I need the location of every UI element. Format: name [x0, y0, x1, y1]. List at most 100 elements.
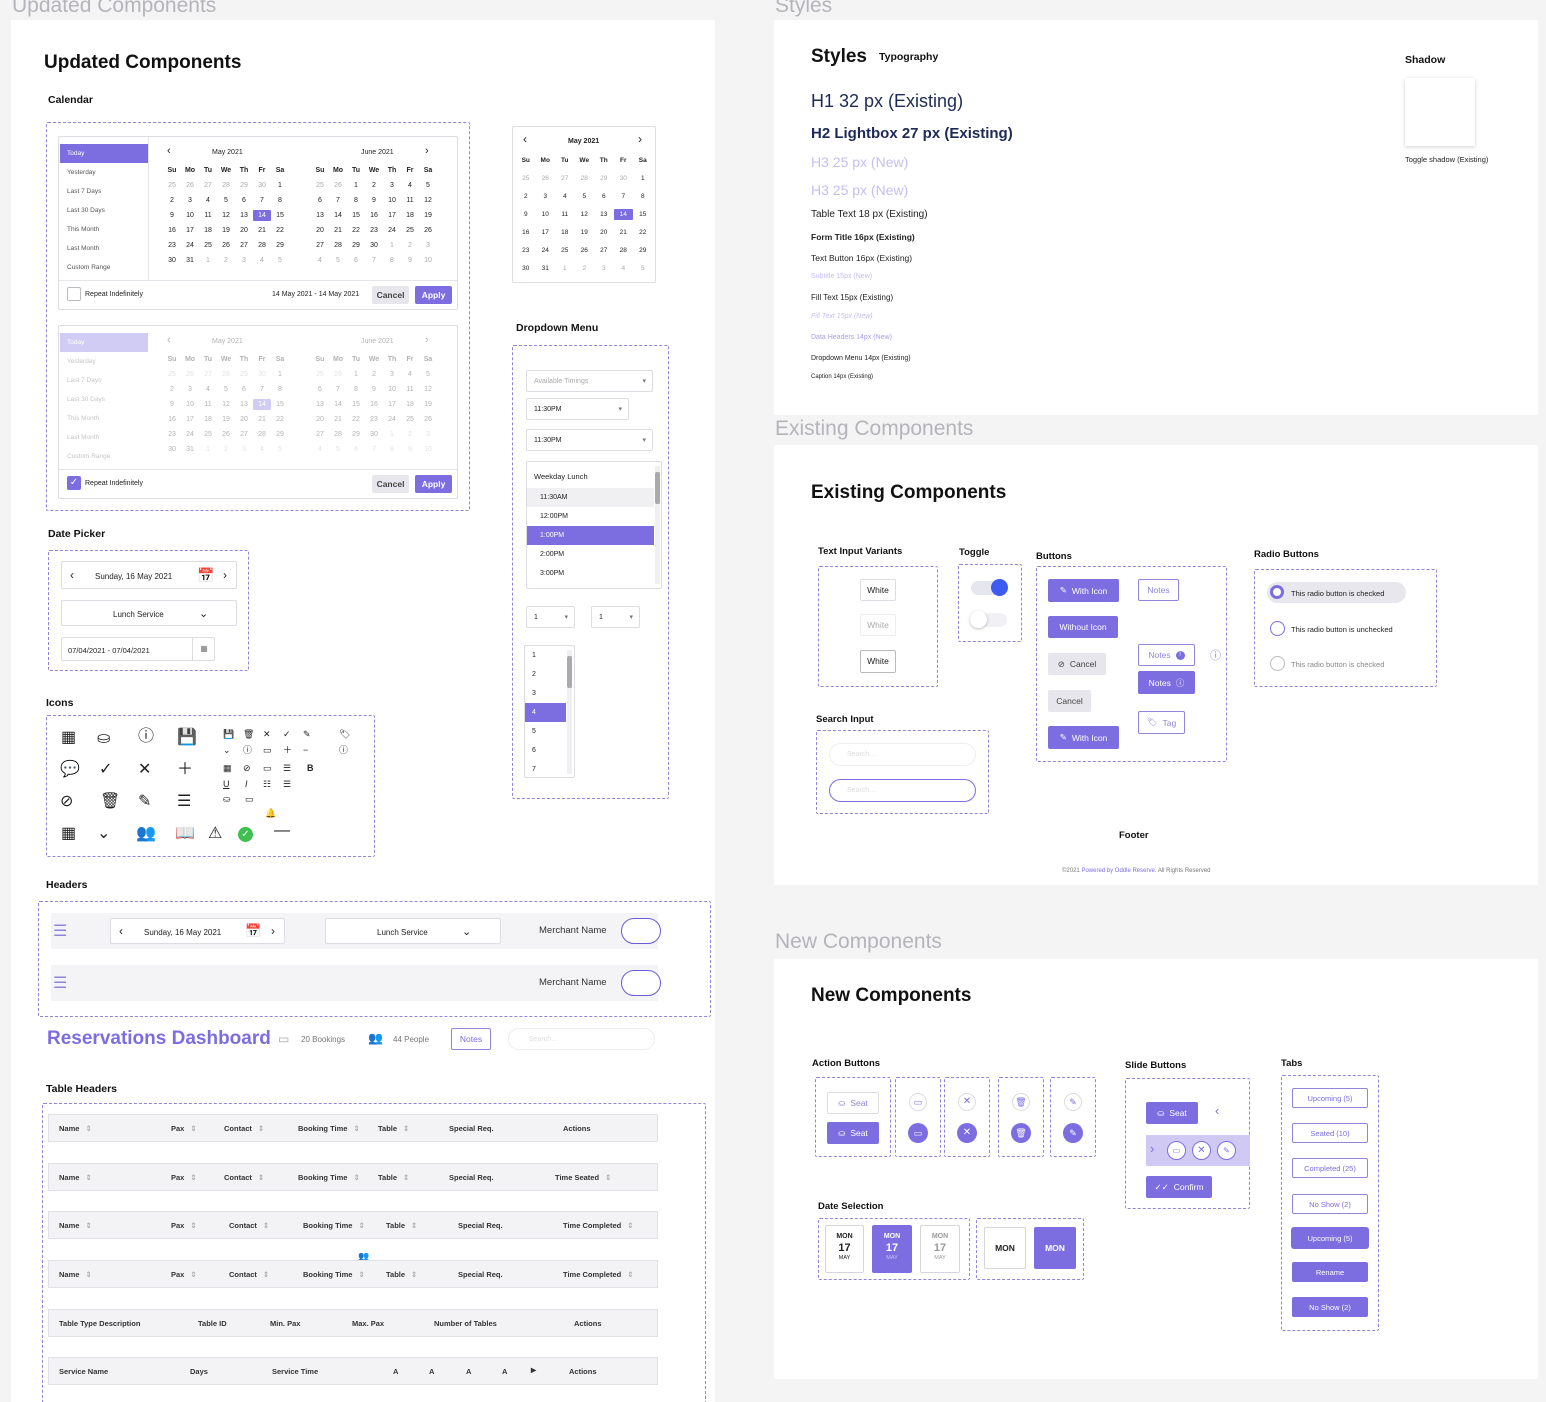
calendar-day[interactable]: 25 [168, 182, 176, 189]
play-icon[interactable]: ▸ [531, 1365, 537, 1376]
time-option[interactable]: 11:30AM [527, 488, 654, 507]
calendar-day[interactable]: 12 [580, 211, 588, 218]
calendar-day[interactable]: 15 [352, 401, 360, 408]
footer-link[interactable]: Powered by Oddle Reserve. [1081, 868, 1157, 874]
cancel-with-icon-button[interactable]: ⊘ Cancel [1048, 653, 1106, 675]
preset-item[interactable]: Last 30 Days [67, 207, 105, 214]
calendar-day[interactable]: 15 [276, 212, 284, 219]
calendar-day[interactable]: 25 [204, 431, 212, 438]
merchant-name[interactable]: Merchant Name [539, 925, 607, 936]
calendar-day[interactable]: 6 [242, 386, 246, 393]
calendar-day[interactable]: 24 [388, 416, 396, 423]
calendar-day[interactable]: 27 [240, 242, 248, 249]
calendar-day[interactable]: 19 [580, 229, 588, 236]
seat-filled-button[interactable]: ⛀ Seat [827, 1122, 879, 1144]
calendar-day[interactable]: 18 [204, 416, 212, 423]
may-grid[interactable]: Su Mo Tu We Th Fr Sa 25 26 27 28 29 30 1 2 3 4 5 6 7 8 9 10 11 1… [163, 165, 289, 266]
calendar-day[interactable]: 28 [222, 182, 230, 189]
number-select-a[interactable]: 1 ▾ [526, 606, 575, 628]
preset-item[interactable]: Last Month [67, 434, 100, 441]
time-option[interactable]: 2:00PM [540, 551, 565, 558]
column-header[interactable]: Name ⇕ [59, 1173, 92, 1182]
sort-icon[interactable]: ⇕ [353, 1173, 360, 1182]
date-tile-disabled[interactable]: MON 17 MAY [920, 1225, 960, 1273]
number-option[interactable]: 5 [532, 728, 536, 735]
calendar-day[interactable]: 11 [204, 401, 212, 408]
calendar-day[interactable]: 26 [334, 182, 342, 189]
sort-icon[interactable]: ⇕ [190, 1270, 197, 1279]
calendar-day[interactable]: 1 [390, 431, 394, 438]
chat-filled-button[interactable]: ▭ [908, 1123, 928, 1143]
sort-icon[interactable]: ⇕ [403, 1124, 410, 1133]
number-option[interactable]: 4 [525, 703, 566, 722]
calendar-day[interactable]: 29 [352, 242, 360, 249]
calendar-day[interactable]: 6 [354, 446, 358, 453]
calendar-day[interactable]: 14 [334, 212, 342, 219]
hamburger-icon[interactable]: ☰ [53, 975, 68, 992]
preset-item[interactable]: Last Month [67, 245, 100, 252]
available-timings-select[interactable]: Available Timings ▾ [526, 370, 653, 392]
calendar-day[interactable]: 20 [240, 227, 248, 234]
calendar-day[interactable]: 1 [278, 371, 282, 378]
calendar-day[interactable]: 17 [541, 229, 549, 236]
calendar-day[interactable]: 27 [316, 431, 324, 438]
calendar-day[interactable]: 18 [204, 227, 212, 234]
calendar-day[interactable]: 12 [222, 401, 230, 408]
sort-icon[interactable]: ⇕ [85, 1173, 92, 1182]
sort-icon[interactable]: ⇕ [257, 1173, 265, 1182]
calendar-day[interactable]: 2 [170, 386, 174, 393]
calendar-day[interactable]: 1 [640, 175, 645, 182]
calendar-day[interactable]: 25 [561, 247, 569, 254]
calendar-day[interactable]: 28 [258, 431, 266, 438]
calendar-day[interactable]: 26 [541, 175, 549, 182]
calendar-day[interactable]: 14 [253, 399, 271, 410]
sort-icon[interactable]: ⇕ [85, 1124, 92, 1133]
column-header[interactable]: Contact ⇕ [224, 1124, 265, 1133]
calendar-icon[interactable]: ▦ [192, 638, 215, 660]
calendar-day[interactable]: 21 [619, 229, 627, 236]
time-select-2[interactable]: 11:30PM ▾ [526, 429, 653, 451]
calendar-day[interactable]: 5 [582, 193, 587, 200]
calendar-day[interactable]: 10 [541, 211, 549, 218]
calendar-day[interactable]: 20 [600, 229, 608, 236]
calendar-day[interactable]: 26 [424, 416, 432, 423]
calendar-day[interactable]: 23 [370, 416, 378, 423]
hamburger-icon[interactable]: ☰ [53, 923, 68, 940]
calendar-day[interactable]: 2 [170, 197, 174, 204]
calendar-day[interactable]: 23 [168, 431, 176, 438]
calendar-day[interactable]: 9 [372, 386, 376, 393]
calendar-day[interactable]: 21 [334, 416, 342, 423]
notes-filled-button[interactable]: Notes ⓘ [1138, 671, 1195, 694]
calendar-day[interactable]: 4 [206, 197, 210, 204]
calendar-day[interactable]: 4 [260, 257, 264, 264]
calendar-day[interactable]: 7 [260, 386, 264, 393]
calendar-day[interactable]: 17 [388, 401, 396, 408]
calendar-day[interactable]: 26 [424, 227, 432, 234]
sort-icon[interactable]: ⇕ [85, 1270, 92, 1279]
column-header[interactable]: Pax ⇕ [171, 1221, 197, 1230]
white-input-focused[interactable]: White [860, 650, 896, 673]
seat-outline-button[interactable]: ⛀ Seat [827, 1092, 879, 1114]
chevron-right-icon[interactable]: › [271, 924, 275, 938]
preset-item[interactable]: Last 7 Days [67, 188, 102, 195]
calendar-day[interactable]: 3 [242, 446, 246, 453]
calendar-day[interactable]: 5 [426, 182, 430, 189]
calendar-icon[interactable]: 📅 [245, 923, 262, 938]
tab-5[interactable]: Rename [1292, 1262, 1368, 1282]
column-header[interactable]: Name ⇕ [59, 1124, 92, 1133]
white-input-disabled[interactable]: White [860, 614, 896, 636]
small-month-grid[interactable]: Su Mo Tu We Th Fr Sa 25 26 27 28 29 30 1 2 3 4 5 6 7 8 9 10 11 1… [516, 155, 653, 274]
calendar-day[interactable]: 28 [580, 175, 588, 182]
trash-filled-button[interactable]: 🗑 [1011, 1123, 1031, 1143]
prev-month-icon[interactable]: ‹ [167, 145, 171, 157]
tab-6[interactable]: No Show (2) [1292, 1297, 1368, 1317]
calendar-day[interactable]: 4 [562, 193, 567, 200]
toggle-off[interactable] [970, 611, 1007, 628]
calendar-day[interactable]: 3 [543, 193, 548, 200]
calendar-day[interactable]: 25 [406, 416, 414, 423]
column-header[interactable]: Time Completed ⇕ [563, 1270, 634, 1279]
calendar-day[interactable]: 27 [204, 182, 212, 189]
calendar-day[interactable]: 25 [406, 227, 414, 234]
calendar-day[interactable]: 27 [240, 431, 248, 438]
calendar-day[interactable]: 21 [258, 416, 266, 423]
